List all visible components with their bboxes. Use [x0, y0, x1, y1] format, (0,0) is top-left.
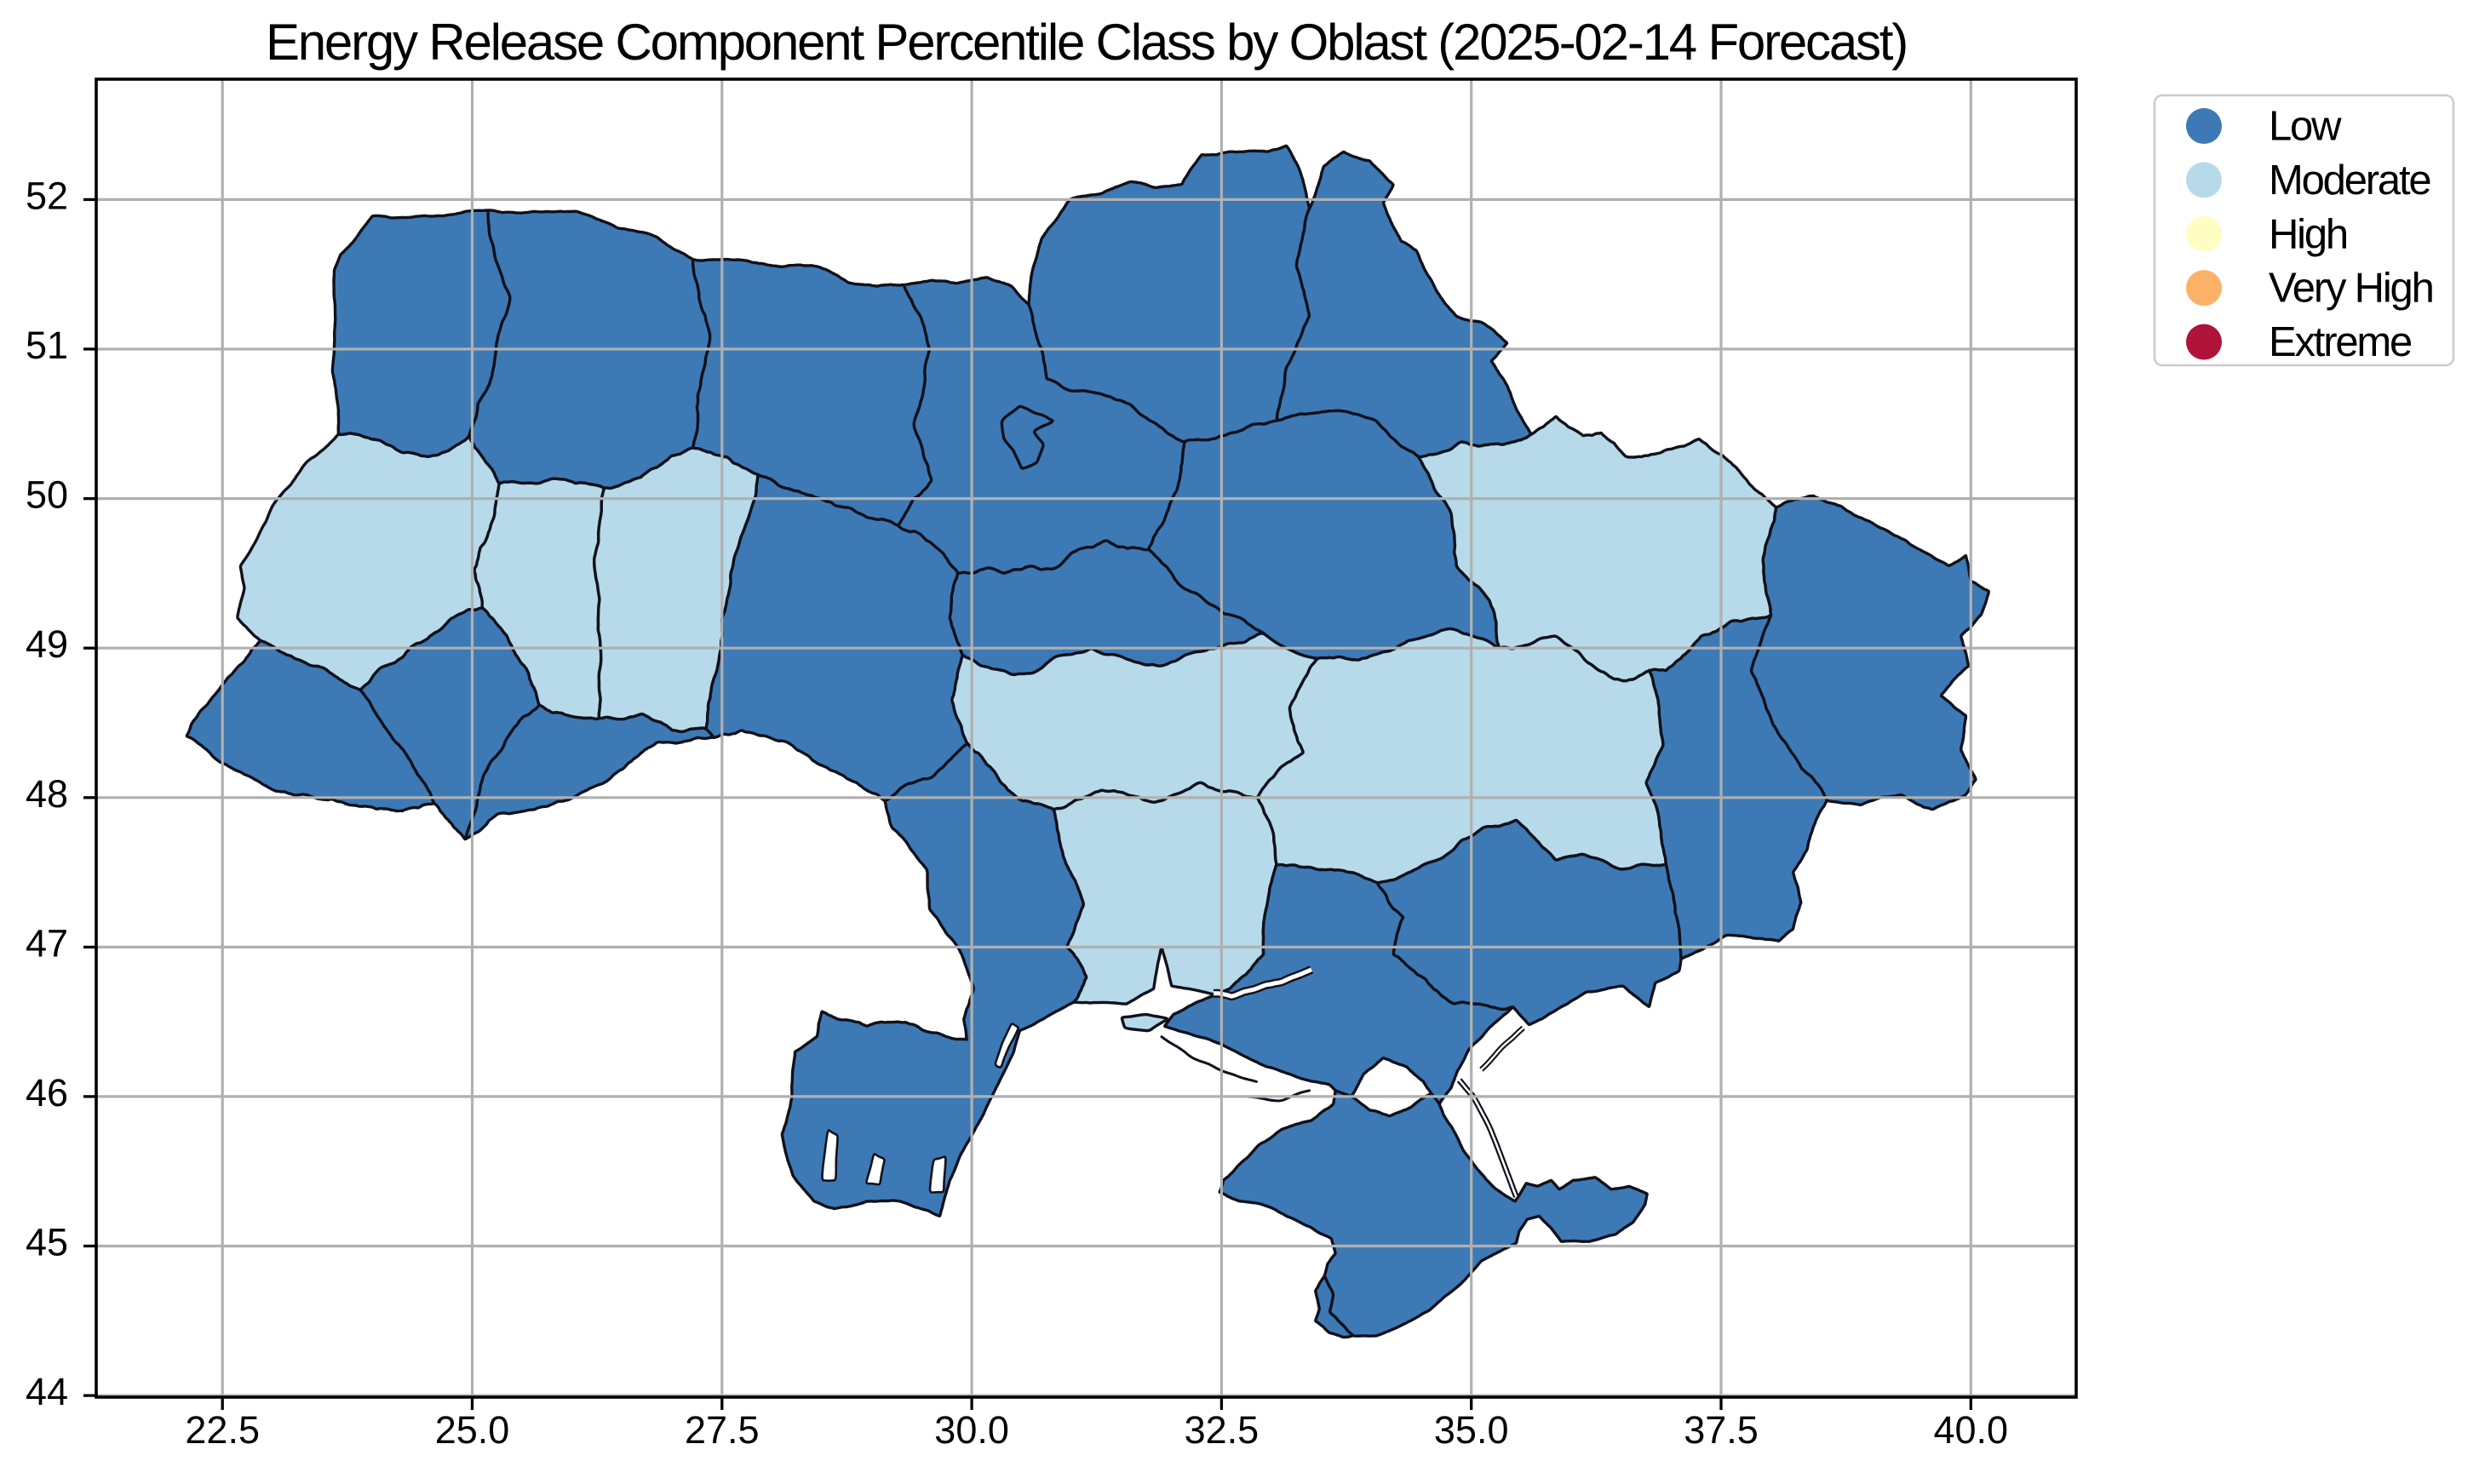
svg-text:Energy Release Component Perce: Energy Release Component Percentile Clas…: [266, 14, 1907, 71]
svg-text:44: 44: [26, 1370, 68, 1413]
svg-text:High: High: [2269, 211, 2347, 257]
svg-text:46: 46: [26, 1071, 68, 1114]
svg-text:35.0: 35.0: [1434, 1408, 1509, 1452]
svg-text:Moderate: Moderate: [2269, 158, 2430, 203]
svg-text:51: 51: [26, 324, 68, 367]
svg-text:40.0: 40.0: [1934, 1408, 2009, 1452]
svg-text:22.5: 22.5: [185, 1408, 260, 1452]
svg-text:27.5: 27.5: [685, 1408, 760, 1452]
svg-text:30.0: 30.0: [934, 1408, 1009, 1452]
svg-text:Very High: Very High: [2269, 266, 2433, 312]
svg-text:49: 49: [26, 622, 68, 666]
svg-text:32.5: 32.5: [1185, 1408, 1260, 1452]
svg-text:Extreme: Extreme: [2269, 319, 2412, 365]
svg-text:45: 45: [26, 1221, 68, 1264]
svg-text:Low: Low: [2269, 104, 2342, 150]
svg-text:52: 52: [26, 174, 68, 217]
svg-text:50: 50: [26, 473, 68, 517]
svg-text:47: 47: [26, 921, 68, 965]
svg-text:37.5: 37.5: [1684, 1408, 1759, 1452]
svg-text:25.0: 25.0: [435, 1408, 510, 1452]
svg-text:48: 48: [26, 772, 68, 816]
